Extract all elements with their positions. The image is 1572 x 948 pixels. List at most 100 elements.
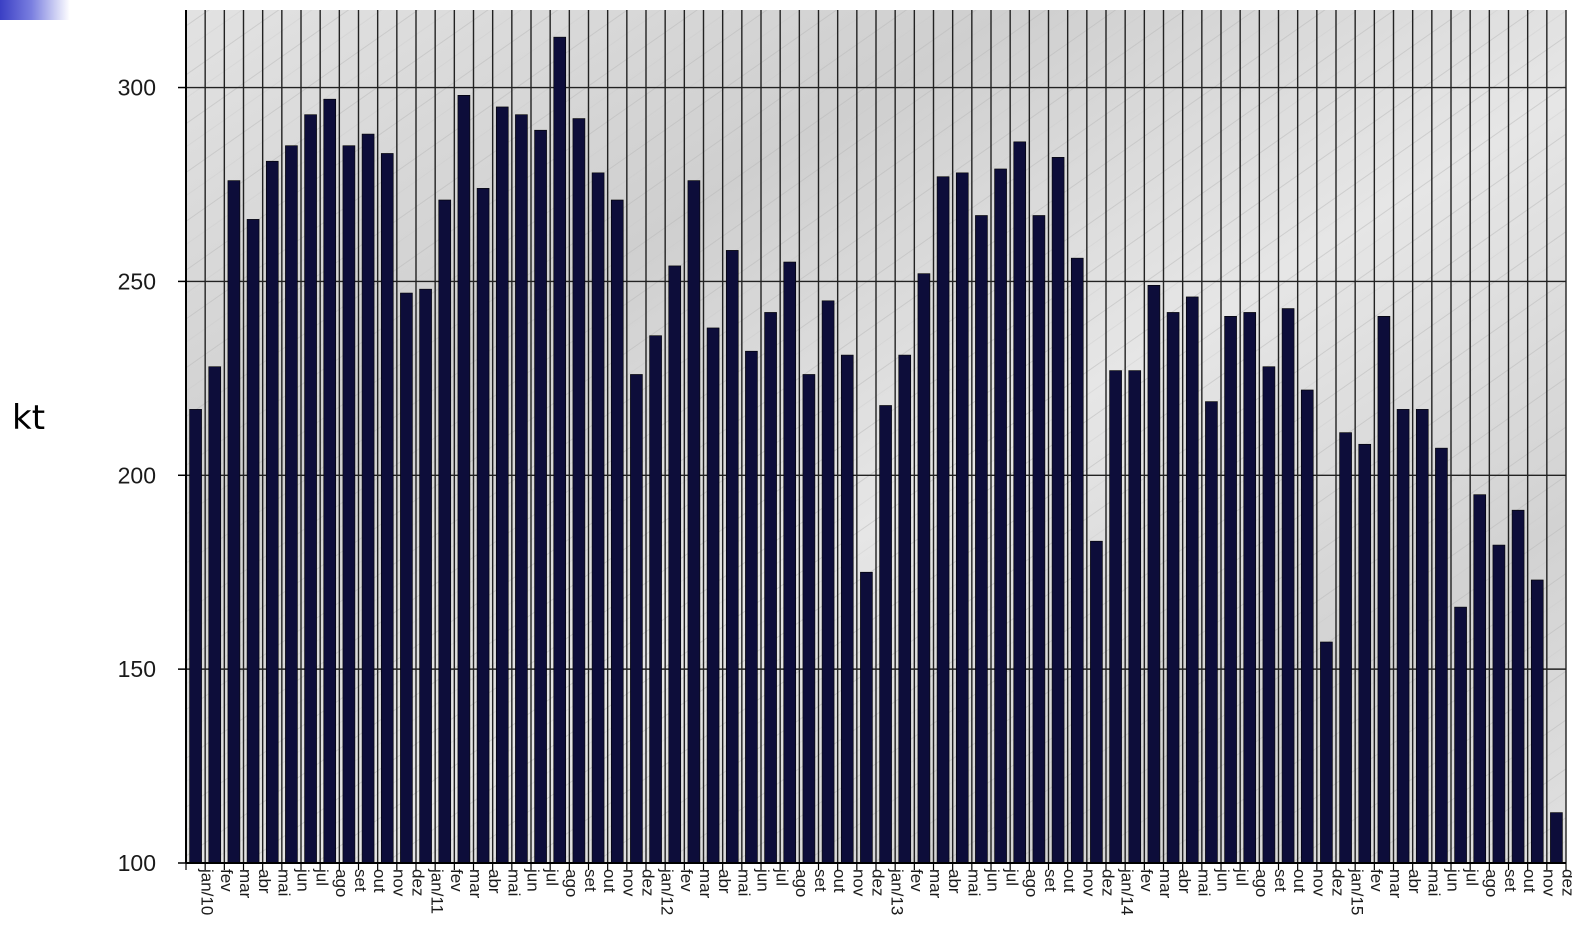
x-tick-label: jul (1233, 868, 1252, 886)
y-tick-label: 200 (118, 462, 156, 488)
x-tick-label: out (600, 869, 619, 893)
bar (1435, 447, 1448, 864)
bar (1070, 257, 1084, 864)
bar (1530, 579, 1544, 864)
bar (323, 98, 337, 864)
x-tick-label: jul (773, 868, 792, 886)
bar (1262, 366, 1276, 864)
x-tick-label: out (1060, 869, 1079, 893)
x-tick-label: mai (504, 869, 523, 896)
x-tick-label: fev (907, 869, 926, 892)
x-tick-label: abr (715, 869, 734, 894)
x-tick-label: mai (964, 869, 983, 896)
x-tick-label: mar (1386, 869, 1405, 899)
bar (840, 354, 854, 864)
bar (591, 172, 605, 864)
x-tick-label: nov (619, 869, 638, 897)
bar (1166, 312, 1180, 864)
bar (380, 153, 394, 864)
x-tick-label: jul (313, 868, 332, 886)
x-tick-label: dez (638, 869, 657, 896)
x-tick-label: dez (1328, 869, 1347, 896)
x-tick-label: set (351, 869, 370, 892)
bar (1473, 494, 1487, 864)
x-tick-label: ago (1252, 869, 1271, 897)
x-tick-label: jan/13 (888, 868, 907, 915)
x-tick-label: out (830, 869, 849, 893)
bar (476, 188, 490, 864)
x-tick-label: set (1501, 869, 1520, 892)
bar (1492, 544, 1506, 864)
x-tick-label: jun (293, 868, 312, 892)
bar (189, 409, 202, 864)
x-tick-label: mai (274, 869, 293, 896)
bar (419, 288, 432, 864)
x-tick-label: ago (332, 869, 351, 897)
x-tick-label: dez (868, 869, 887, 896)
y-axis-label: kt (12, 398, 46, 438)
x-tick-label: set (581, 869, 600, 892)
bar (1090, 540, 1103, 864)
x-tick-label: nov (389, 869, 408, 897)
x-tick-label: set (811, 869, 830, 892)
x-tick-label: mar (926, 869, 945, 899)
x-tick-label: set (1041, 869, 1060, 892)
bar (1205, 401, 1218, 864)
x-tick-label: nov (1309, 869, 1328, 897)
x-tick-label: abr (1175, 869, 1194, 894)
bar (342, 145, 356, 864)
bar (246, 219, 260, 864)
bar (1185, 296, 1199, 864)
bar (745, 350, 758, 864)
x-tick-label: out (1520, 869, 1539, 893)
x-tick-label: out (370, 869, 389, 893)
y-tick-label: 250 (118, 268, 156, 294)
bar (1147, 284, 1161, 864)
bar (917, 273, 931, 864)
bar (630, 374, 643, 864)
x-tick-label: ago (1482, 869, 1501, 897)
bars (189, 36, 1563, 864)
bar (1358, 443, 1372, 864)
bar (304, 114, 317, 864)
bar (1051, 157, 1065, 864)
x-tick-label: nov (849, 869, 868, 897)
y-tick-label: 150 (118, 656, 156, 682)
x-tick-label: abr (945, 869, 964, 894)
x-tick-label: mar (696, 869, 715, 899)
bar (1550, 812, 1563, 864)
x-tick-label: mar (236, 869, 255, 899)
x-tick-label: mai (1194, 869, 1213, 896)
x-tick-label: ago (1022, 869, 1041, 897)
x-tick-label: set (1271, 869, 1290, 892)
x-tick-label: fev (1137, 869, 1156, 892)
bar (1454, 606, 1467, 864)
bar (975, 215, 988, 864)
x-tick-label: jan/15 (1348, 868, 1367, 915)
x-tick-label: abr (255, 869, 274, 894)
bar (802, 374, 816, 864)
y-tick-labels: 100 150 200 250 300 (118, 75, 156, 876)
bar (1511, 509, 1525, 864)
x-tick-label: mai (1424, 869, 1443, 896)
x-tick-label: jun (523, 868, 542, 892)
bar (668, 265, 682, 864)
bar (1415, 409, 1429, 864)
x-tick-label: dez (1098, 869, 1117, 896)
x-tick-label: jul (543, 868, 562, 886)
x-tick-labels: jan/10 fev mar abr mai jun jul ago set out nov dez j… (198, 868, 1572, 915)
bar (706, 327, 720, 864)
bar (1281, 308, 1295, 864)
y-tick-label: 100 (118, 850, 156, 876)
bar (764, 312, 777, 864)
bar (400, 292, 413, 864)
x-tick-label: fev (447, 869, 466, 892)
bar (783, 261, 797, 864)
x-tick-label: jan/10 (198, 868, 217, 915)
bar (1032, 215, 1046, 864)
x-tick-label: out (1290, 869, 1309, 893)
x-tick-label: jun (983, 868, 1002, 892)
bar (610, 199, 624, 864)
bar (572, 118, 586, 864)
